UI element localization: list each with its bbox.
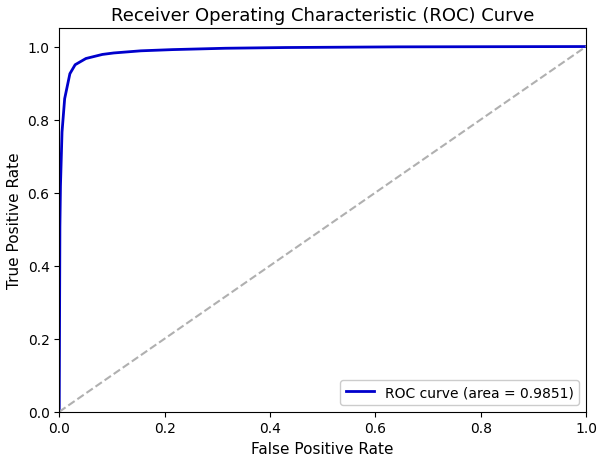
ROC curve (area = 0.9851) [582, 44, 590, 50]
Title: Receiver Operating Characteristic (ROC) Curve: Receiver Operating Characteristic (ROC) … [111, 7, 535, 25]
ROC curve (area = 0.9851) [56, 335, 63, 340]
ROC curve (area = 0.9851) [80, 58, 87, 63]
Y-axis label: True Positive Rate: True Positive Rate [7, 152, 22, 289]
X-axis label: False Positive Rate: False Positive Rate [251, 441, 394, 456]
Line: ROC curve (area = 0.9851): ROC curve (area = 0.9851) [59, 47, 586, 412]
Legend: ROC curve (area = 0.9851): ROC curve (area = 0.9851) [340, 380, 579, 405]
ROC curve (area = 0.9851) [323, 45, 330, 51]
ROC curve (area = 0.9851) [223, 46, 230, 52]
ROC curve (area = 0.9851) [56, 409, 63, 415]
ROC curve (area = 0.9851) [126, 50, 133, 55]
ROC curve (area = 0.9851) [558, 45, 565, 50]
